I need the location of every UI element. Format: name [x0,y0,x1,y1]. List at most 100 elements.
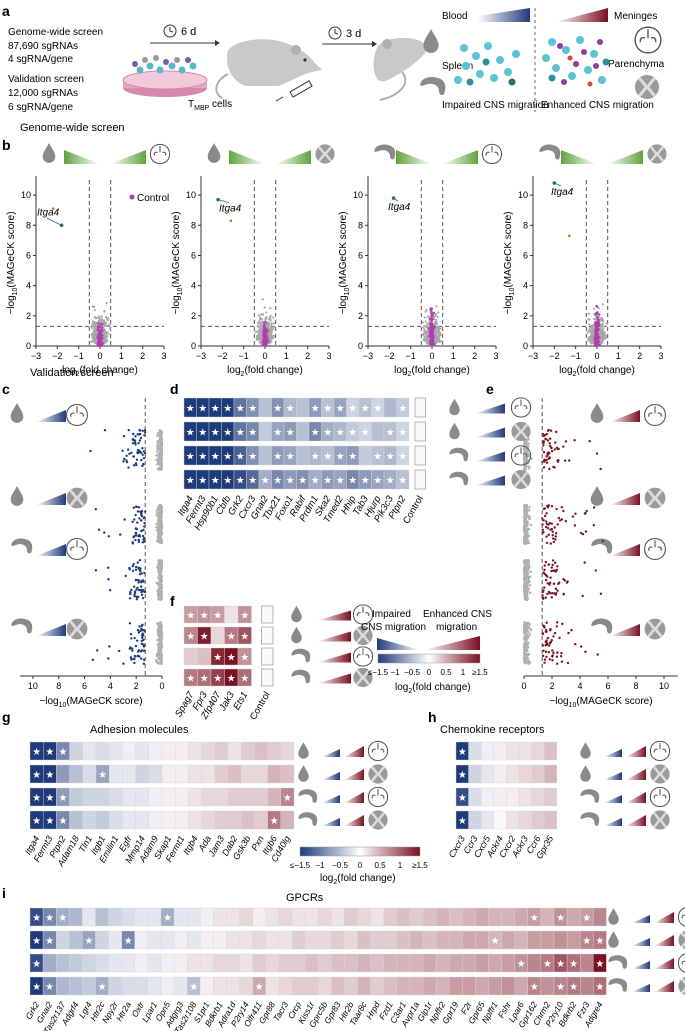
strip-point-gene [523,504,526,507]
legend-control-marker [129,194,135,200]
point-gene [423,330,426,333]
strip-point-hit [550,505,554,508]
x-tick-label: −1 [239,351,249,361]
genome-screen-title: Genome-wide screen [8,27,103,38]
panel-b-letter: b [2,137,11,153]
strip-point-hit [136,433,139,436]
point-gene [259,328,262,331]
strip-point-gene [526,625,529,628]
point-gene [272,327,275,330]
strip-point-hit [124,574,127,578]
strip-point-hit [131,541,134,544]
x-tick-label: −1 [74,351,84,361]
x-axis-label-suffix: (fold change) [411,365,469,376]
strip-point-hit [141,541,144,544]
strip-point-hit [557,581,561,584]
point-gene [272,316,275,319]
point-gene [598,316,601,319]
strip-point-hit [141,447,144,450]
strip-point-gene [159,580,163,583]
strip-point-gene [524,654,527,658]
strip-point-gene [524,590,527,594]
strip-point-gene [523,628,526,631]
point-gene [269,335,272,338]
strip-point-hit [555,621,559,624]
strip-point-gene [523,456,526,459]
strip-point-gene [523,649,526,653]
strip-point-hit [542,519,545,522]
point-gene [257,314,260,317]
strip-point-gene [526,538,530,542]
strip-point-hit [543,661,546,664]
point-gene [258,318,262,321]
strip-point-hit [557,516,561,520]
x-axis-label: log2(fold change) [62,365,138,378]
significance-star: ★ [348,404,357,415]
strip-point-hit [545,461,549,464]
strip-point-hit [546,592,549,596]
strip-point-gene [159,443,162,446]
y-tick-label: 10 [353,190,363,200]
x-tick-label: 3 [658,351,663,361]
cells-label: TMBP cells [188,99,232,112]
strip-point-hit [547,451,550,454]
strip-point-hit [138,449,141,452]
x-axis-label-prefix: log [394,365,407,376]
strip-point-hit [550,566,553,569]
strip-point-gene [155,539,159,543]
strip-point-hit [556,651,559,654]
significance-star: ★ [223,428,232,439]
strip-point-hit [133,439,137,442]
point-gene [268,324,271,327]
strip-point-hit [103,429,107,432]
point-gene [434,327,438,330]
significance-star: ★ [186,428,195,439]
point-control [595,321,599,324]
strip-point-hit [551,537,555,540]
strip-point-hit [134,505,138,508]
point-gene [91,336,94,340]
point-gene [264,317,267,320]
strip-point-hit [139,510,142,513]
strip-point-gene [523,449,527,452]
x-tick-label: 2 [472,351,477,361]
spleen-icon [420,77,446,95]
strip-point-hit [553,561,557,565]
strip-point-gene [157,453,160,456]
point-gene [269,337,272,340]
strip-point-hit [570,628,573,632]
strip-point-hit [140,572,143,575]
strip-point-gene [523,540,526,544]
strip-point-hit [138,429,142,432]
strip-row-1 [522,428,602,472]
strip-point-gene [523,513,526,516]
point-gene [267,317,271,321]
strip-point-hit [103,531,106,534]
enhanced-label: Enhanced CNS migration [541,100,654,111]
strip-point-gene [524,576,527,580]
strip-point-hit [141,588,144,592]
y-axis-label-prefix: −log [338,295,349,314]
significance-star: ★ [373,404,382,415]
strip-point-hit [563,459,567,462]
strip-point-hit [130,451,133,455]
point-gene [102,340,105,343]
point-control [430,324,433,327]
significance-star: ★ [323,428,332,439]
strip-point-gene [525,449,529,453]
strip-x-tick-label: 6 [605,681,610,691]
strip-point-hit [125,459,128,462]
strip-row-3 [522,558,603,602]
strip-point-hit [560,506,564,509]
strip-point-hit [138,439,142,442]
point-control [428,335,431,338]
strip-point-hit [542,444,545,447]
strip-gradient-wedge [36,410,66,422]
point-gene [272,325,275,328]
point-gene [260,336,264,339]
strip-point-gene [159,519,162,522]
row-wedge-blue [475,403,505,414]
strip-point-hit [136,521,139,524]
strip-point-gene [160,660,163,663]
